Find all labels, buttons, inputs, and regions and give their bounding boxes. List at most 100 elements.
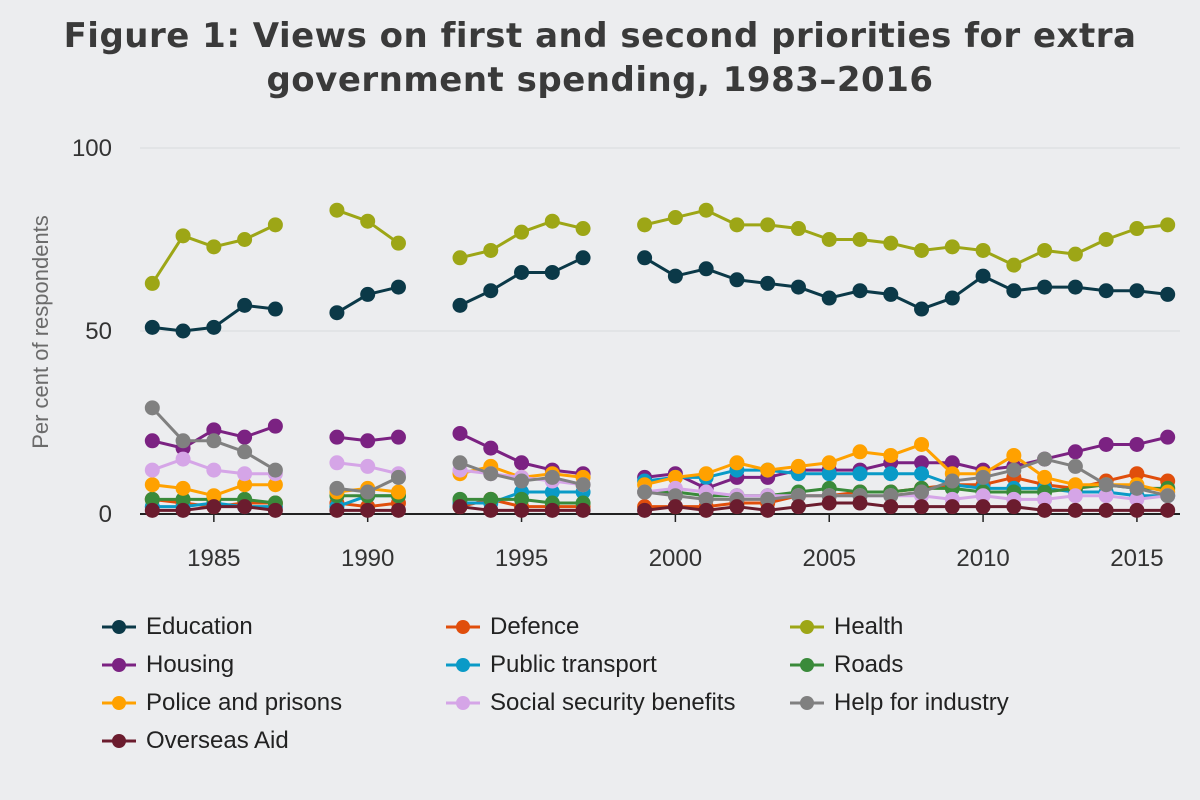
data-point-police-and-prisons	[206, 488, 222, 504]
line-chart: 0 50 100 1985 1990 1995 2000 2005 2010 2015 Per …	[28, 135, 1180, 572]
data-point-social-security-benefits	[1067, 488, 1083, 504]
x-tick-label: 2015	[1110, 545, 1163, 572]
data-point-housing	[1098, 436, 1114, 452]
data-point-education	[729, 272, 745, 288]
data-point-overseas-aid	[452, 499, 468, 515]
data-point-overseas-aid	[1067, 502, 1083, 518]
legend-label: Social security benefits	[490, 689, 736, 716]
series-layer	[144, 202, 1176, 518]
series-line-health	[644, 208, 1168, 267]
data-point-education	[514, 264, 530, 280]
data-point-police-and-prisons	[698, 466, 714, 482]
data-point-education	[1067, 279, 1083, 295]
data-point-help-for-industry	[206, 433, 222, 449]
data-point-social-security-benefits	[1129, 491, 1145, 507]
data-point-health	[1067, 246, 1083, 262]
data-point-health	[575, 221, 591, 237]
data-point-education	[637, 250, 653, 266]
data-point-public-transport	[914, 466, 930, 482]
data-point-defence	[1129, 466, 1145, 482]
legend-label: Education	[146, 613, 253, 640]
data-point-health	[1037, 242, 1053, 258]
data-point-help-for-industry	[237, 444, 253, 460]
data-point-education	[390, 279, 406, 295]
data-point-overseas-aid	[1098, 502, 1114, 518]
y-tick-label: 100	[72, 135, 112, 162]
data-point-overseas-aid	[206, 499, 222, 515]
legend-item-education: Education	[100, 608, 444, 646]
data-point-help-for-industry	[1006, 462, 1022, 478]
data-point-roads	[175, 491, 191, 507]
data-point-help-for-industry	[637, 484, 653, 500]
data-point-police-and-prisons	[914, 436, 930, 452]
data-point-help-for-industry	[544, 469, 560, 485]
data-point-social-security-benefits	[144, 462, 160, 478]
data-point-health	[1006, 257, 1022, 273]
data-point-housing	[944, 455, 960, 471]
data-point-education	[1037, 279, 1053, 295]
series-line-education	[459, 256, 584, 307]
data-point-housing	[1160, 429, 1176, 445]
legend-item-housing: Housing	[100, 646, 444, 684]
data-point-health	[975, 242, 991, 258]
data-point-public-transport	[852, 466, 868, 482]
data-point-health	[821, 232, 837, 247]
data-point-education	[237, 297, 253, 313]
series-line-police-and-prisons	[644, 442, 1169, 494]
data-point-health	[1160, 217, 1176, 233]
data-point-help-for-industry	[698, 491, 714, 507]
data-point-health	[698, 202, 714, 218]
data-point-education	[914, 301, 930, 317]
data-point-social-security-benefits	[1098, 488, 1114, 504]
data-point-overseas-aid	[329, 502, 345, 518]
legend-item-health: Health	[788, 608, 1088, 646]
data-point-help-for-industry	[975, 469, 991, 485]
data-point-help-for-industry	[1067, 458, 1083, 474]
data-point-education	[144, 319, 160, 335]
data-point-education	[975, 268, 991, 284]
data-point-social-security-benefits	[329, 455, 345, 471]
data-point-health	[483, 242, 499, 258]
data-point-health	[206, 239, 222, 255]
data-point-overseas-aid	[1129, 502, 1145, 518]
data-point-police-and-prisons	[1006, 447, 1022, 463]
data-point-help-for-industry	[483, 466, 499, 482]
y-tick-label: 50	[85, 318, 112, 345]
data-point-roads	[483, 491, 499, 507]
y-axis-ticks: 0 50 100	[72, 135, 112, 528]
data-point-social-security-benefits	[237, 466, 253, 482]
data-point-education	[1006, 283, 1022, 299]
data-point-education	[1129, 283, 1145, 299]
data-point-education	[790, 279, 806, 295]
legend-swatch	[102, 620, 136, 634]
data-point-health	[667, 210, 683, 226]
data-point-overseas-aid	[883, 499, 899, 515]
legend-swatch	[102, 696, 136, 710]
data-point-health	[944, 239, 960, 255]
data-point-overseas-aid	[821, 495, 837, 511]
data-point-housing	[206, 422, 222, 438]
data-point-social-security-benefits	[975, 488, 991, 504]
legend-swatch	[446, 620, 480, 634]
data-point-education	[1160, 286, 1176, 302]
data-point-overseas-aid	[175, 502, 191, 518]
legend-item-defence: Defence	[444, 608, 788, 646]
data-point-social-security-benefits	[1037, 491, 1053, 507]
legend-label: Health	[834, 613, 904, 640]
data-point-education	[175, 323, 191, 339]
data-point-police-and-prisons	[1067, 477, 1083, 493]
data-point-health	[514, 224, 530, 240]
data-point-public-transport	[544, 484, 560, 500]
data-point-education	[852, 283, 868, 299]
data-point-help-for-industry	[452, 455, 468, 471]
data-point-overseas-aid	[914, 499, 930, 515]
data-point-roads	[144, 491, 160, 507]
data-point-public-transport	[821, 466, 837, 482]
legend-swatch	[790, 658, 824, 672]
data-point-housing	[237, 429, 253, 445]
data-point-health	[790, 221, 806, 237]
legend-swatch	[102, 658, 136, 672]
data-point-education	[760, 275, 776, 291]
data-point-overseas-aid	[360, 502, 376, 518]
data-point-police-and-prisons	[175, 480, 191, 496]
